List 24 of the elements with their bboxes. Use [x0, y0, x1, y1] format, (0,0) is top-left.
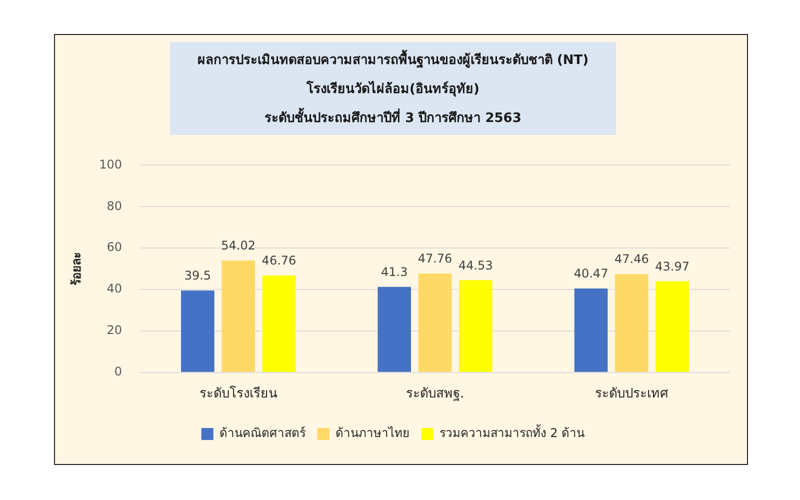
- y-tick-label: 100: [99, 157, 122, 172]
- data-label: 40.47: [574, 266, 608, 281]
- y-axis-title: ร้อยละ: [69, 252, 84, 286]
- data-label: 43.97: [655, 259, 690, 274]
- x-tick-label: ระดับสพฐ.: [406, 386, 464, 402]
- chart-subtitle: โรงเรียนวัดไผ่ล้อม(อินทร์อุทัย) ระดับชั้นประถมศึกษาปีที่ 3 ปีการศึกษา 2563: [264, 80, 522, 128]
- x-tick-label: ระดับประเทศ: [595, 386, 670, 402]
- y-tick-label: 0: [114, 364, 122, 379]
- data-label: 47.46: [614, 252, 649, 266]
- chart-title: ผลการประเมินทดสอบความสามารถพื้นฐานของผู้เรียนระดับชาติ (NT): [196, 48, 590, 70]
- data-label: 46.76: [262, 254, 296, 268]
- legend-label: ด้านภาษาไทย: [335, 426, 410, 440]
- data-label: 54.02: [221, 238, 256, 253]
- data-label: 44.53: [458, 258, 493, 272]
- legend-label: รวมความสามารถทั้ง 2 ด้าน: [439, 424, 585, 440]
- data-label: 47.76: [418, 252, 452, 266]
- y-tick-label: 20: [106, 323, 122, 338]
- y-tick-label: 60: [106, 240, 122, 254]
- y-tick-label: 40: [106, 282, 122, 296]
- legend-label: ด้านคณิตศาสตร์: [219, 426, 306, 440]
- x-tick-label: ระดับโรงเรียน: [199, 386, 278, 402]
- data-label: 41.3: [380, 264, 408, 279]
- y-tick-label: 80: [106, 198, 122, 213]
- data-label: 39.5: [184, 268, 212, 283]
